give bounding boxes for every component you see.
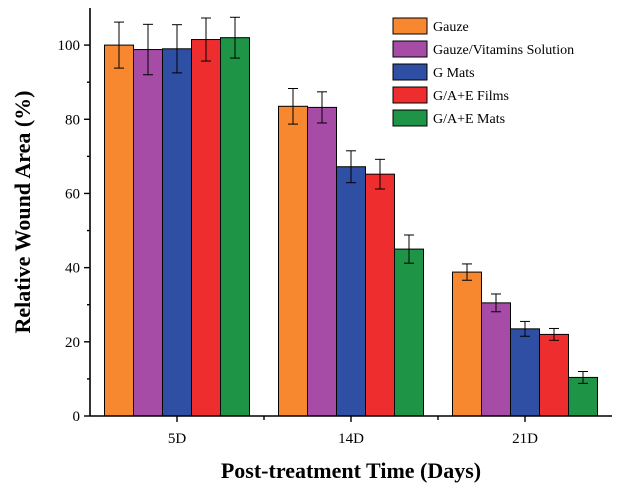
bar-g-a-e-mats-14d bbox=[394, 248, 424, 417]
y-tick-label: 20 bbox=[65, 335, 80, 351]
bar-g-a-e-films-14d bbox=[365, 173, 395, 417]
error-bar-g-mats-21d bbox=[520, 320, 530, 337]
error-bar-g-a-e-films-21d bbox=[549, 327, 559, 341]
bars-layer bbox=[104, 37, 598, 417]
bar-gauze-vitamins-solution-14d bbox=[307, 106, 337, 417]
bar-g-mats-5d bbox=[162, 48, 192, 417]
error-bar-gauze-14d bbox=[288, 87, 298, 125]
legend-swatch bbox=[392, 17, 428, 35]
y-tick-label: 60 bbox=[65, 186, 80, 202]
y-ticks: 0 20 40 60 80 100 bbox=[58, 38, 90, 425]
legend-label: G/A+E Films bbox=[433, 89, 509, 104]
bar-g-mats-21d bbox=[510, 328, 540, 417]
error-bar-gauze-vitamins-solution-14d bbox=[317, 91, 327, 124]
legend-label: Gauze bbox=[433, 20, 469, 35]
legend-swatch bbox=[392, 40, 428, 58]
bar-gauze-5d bbox=[104, 44, 134, 417]
error-bar-g-a-e-mats-21d bbox=[578, 370, 588, 384]
x-ticks: 5D 14D 21D bbox=[168, 416, 538, 447]
y-tick-label: 100 bbox=[58, 38, 81, 54]
error-bar-g-mats-14d bbox=[346, 150, 356, 184]
x-tick-label: 14D bbox=[338, 431, 364, 447]
legend-swatch bbox=[392, 109, 428, 127]
bar-g-a-e-films-21d bbox=[539, 333, 569, 417]
bar-gauze-14d bbox=[278, 105, 308, 417]
error-bar-g-a-e-films-14d bbox=[375, 158, 385, 190]
error-bar-gauze-21d bbox=[462, 263, 472, 281]
error-bar-gauze-vitamins-solution-21d bbox=[491, 293, 501, 313]
error-bar-g-a-e-mats-14d bbox=[404, 234, 414, 264]
bar-g-a-e-mats-5d bbox=[220, 37, 250, 417]
bar-gauze-vitamins-solution-21d bbox=[481, 302, 511, 417]
error-bars-layer bbox=[114, 16, 588, 384]
legend-label: G/A+E Mats bbox=[433, 112, 505, 127]
error-bar-g-a-e-mats-5d bbox=[230, 16, 240, 59]
error-bar-gauze-vitamins-solution-5d bbox=[143, 23, 153, 76]
bar-gauze-21d bbox=[452, 271, 482, 417]
legend-label: G Mats bbox=[433, 66, 475, 81]
y-axis-title: Relative Wound Area (%) bbox=[10, 90, 35, 333]
bar-g-mats-14d bbox=[336, 166, 366, 417]
legend-label: Gauze/Vitamins Solution bbox=[433, 43, 574, 58]
x-tick-label: 21D bbox=[512, 431, 538, 447]
legend-swatch bbox=[392, 86, 428, 104]
y-tick-label: 80 bbox=[65, 112, 80, 128]
bar-gauze-vitamins-solution-5d bbox=[133, 49, 163, 417]
y-tick-label: 0 bbox=[73, 409, 81, 425]
error-bar-gauze-5d bbox=[114, 21, 124, 69]
y-tick-label: 40 bbox=[65, 261, 80, 277]
error-bar-g-a-e-films-5d bbox=[201, 17, 211, 62]
legend: Gauze Gauze/Vitamins Solution G Mats G/A+E … bbox=[392, 17, 574, 127]
legend-swatch bbox=[392, 63, 428, 81]
bar-g-a-e-films-5d bbox=[191, 39, 221, 417]
x-axis-title: Post-treatment Time (Days) bbox=[221, 458, 481, 483]
x-tick-label: 5D bbox=[168, 431, 187, 447]
error-bar-g-mats-5d bbox=[172, 24, 182, 74]
